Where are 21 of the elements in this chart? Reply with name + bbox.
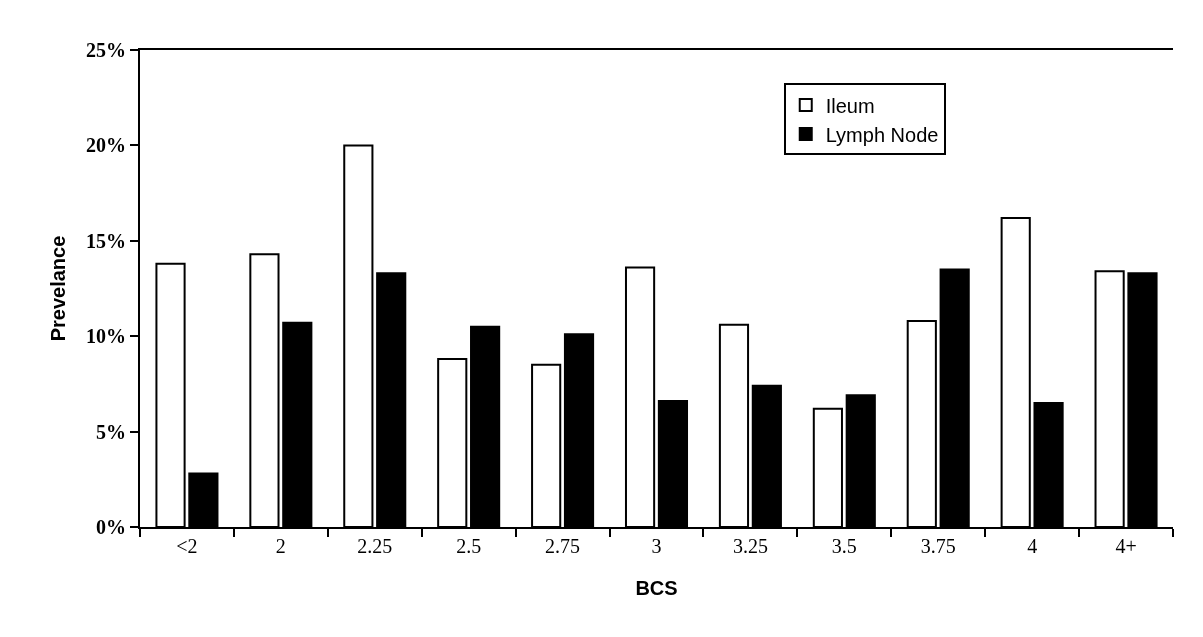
y-tick-label: 0% bbox=[96, 516, 126, 538]
x-tick-label: 2.75 bbox=[545, 535, 581, 557]
y-tick-label: 5% bbox=[96, 420, 126, 443]
y-tick-label: 10% bbox=[86, 325, 126, 348]
x-axis-title: BCS bbox=[635, 577, 678, 599]
x-tick-label: 4 bbox=[1027, 535, 1038, 557]
x-tick-label: 2.25 bbox=[357, 535, 393, 557]
y-tick-label: 20% bbox=[86, 134, 126, 157]
x-tick-label: 3.25 bbox=[732, 535, 768, 557]
x-tick-label: 3.5 bbox=[831, 535, 857, 557]
y-tick-label: 25% bbox=[86, 39, 126, 61]
legend-label: Ileum bbox=[825, 94, 875, 117]
x-tick-label: <2 bbox=[176, 535, 198, 557]
x-tick-label: 2.5 bbox=[456, 535, 482, 557]
x-tick-label: 3 bbox=[651, 535, 662, 557]
x-tick-label: 4+ bbox=[1115, 535, 1137, 557]
y-tick-label: 15% bbox=[86, 229, 126, 252]
legend-label: Lymph Node bbox=[825, 123, 939, 146]
x-tick-label: 2 bbox=[275, 535, 286, 557]
x-tick-label: 3.75 bbox=[920, 535, 956, 557]
y-axis-title: Prevelance bbox=[47, 235, 69, 342]
